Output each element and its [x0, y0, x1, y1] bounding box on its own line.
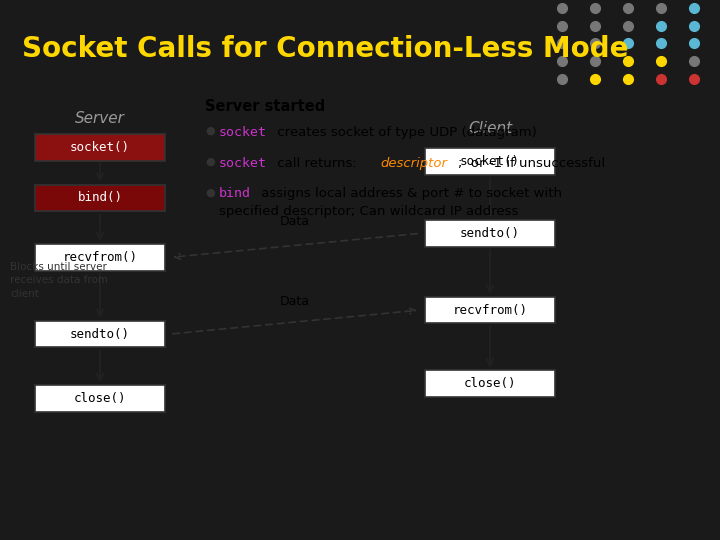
Text: Data: Data [280, 295, 310, 308]
FancyBboxPatch shape [425, 220, 555, 247]
FancyBboxPatch shape [35, 321, 165, 347]
Text: bind: bind [219, 187, 251, 200]
FancyBboxPatch shape [35, 244, 165, 271]
Text: recvfrom(): recvfrom() [452, 303, 528, 316]
Text: call returns:: call returns: [273, 157, 365, 170]
Text: socket: socket [219, 157, 267, 170]
Text: close(): close() [464, 377, 516, 390]
Text: Server: Server [75, 111, 125, 126]
Text: sendto(): sendto() [460, 227, 520, 240]
Text: Blocks until server
receives data from
client: Blocks until server receives data from c… [10, 262, 108, 299]
Text: bind(): bind() [78, 192, 122, 205]
FancyBboxPatch shape [35, 385, 165, 411]
Text: close(): close() [73, 392, 126, 404]
Text: assigns local address & port # to socket with: assigns local address & port # to socket… [257, 187, 562, 200]
Text: socket(): socket() [460, 155, 520, 168]
Text: sendto(): sendto() [70, 328, 130, 341]
Text: ●: ● [205, 126, 215, 136]
Text: Client: Client [468, 120, 512, 136]
Text: specified descriptor; Can wildcard IP address: specified descriptor; Can wildcard IP ad… [219, 205, 518, 218]
Text: Data: Data [280, 215, 310, 228]
Text: socket(): socket() [70, 141, 130, 154]
Text: ;  or -1 if unsuccessful: ; or -1 if unsuccessful [458, 157, 605, 170]
Text: ●: ● [205, 157, 215, 167]
FancyBboxPatch shape [35, 185, 165, 211]
Text: creates socket of type UDP (datagram): creates socket of type UDP (datagram) [273, 126, 536, 139]
FancyBboxPatch shape [425, 148, 555, 175]
Text: ●: ● [205, 187, 215, 198]
FancyBboxPatch shape [425, 370, 555, 397]
Text: Socket Calls for Connection-Less Mode: Socket Calls for Connection-Less Mode [22, 35, 628, 63]
Text: Server started: Server started [205, 99, 325, 114]
FancyBboxPatch shape [425, 296, 555, 323]
Text: socket: socket [219, 126, 267, 139]
Text: recvfrom(): recvfrom() [63, 251, 138, 264]
Text: descriptor: descriptor [380, 157, 447, 170]
FancyBboxPatch shape [35, 134, 165, 160]
